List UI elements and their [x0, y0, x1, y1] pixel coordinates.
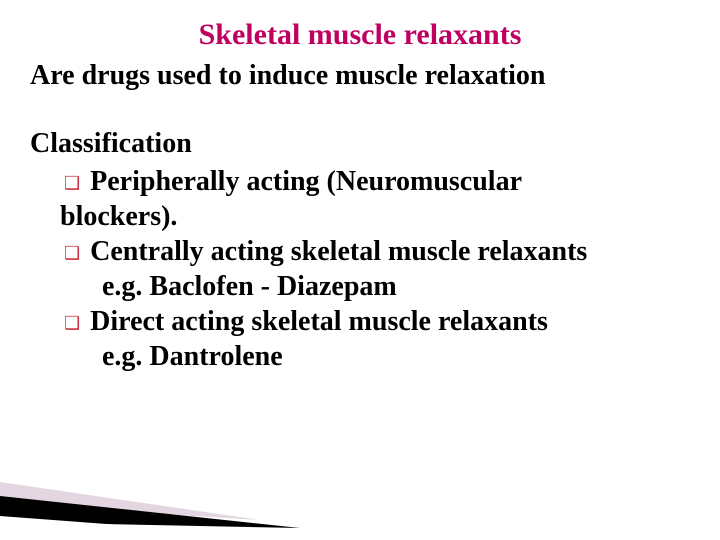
corner-decoration	[0, 470, 320, 540]
slide: Skeletal muscle relaxants Are drugs used…	[0, 0, 720, 540]
square-bullet-icon: ❑	[64, 312, 80, 335]
bullet-item: ❑ Peripherally acting (Neuromuscular	[30, 164, 690, 199]
bullet-text: Direct acting skeletal muscle relaxants	[90, 304, 548, 339]
bullet-list: ❑ Peripherally acting (Neuromuscularblock…	[30, 164, 690, 374]
section-heading: Classification	[30, 128, 690, 160]
bullet-item: ❑ Direct acting skeletal muscle relaxants	[30, 304, 690, 339]
bullet-example: e.g. Baclofen - Diazepam	[30, 269, 690, 304]
square-bullet-icon: ❑	[64, 172, 80, 195]
bullet-text: Peripherally acting (Neuromuscular	[90, 164, 522, 199]
bullet-example: e.g. Dantrolene	[30, 339, 690, 374]
square-bullet-icon: ❑	[64, 242, 80, 265]
slide-title: Skeletal muscle relaxants	[30, 18, 690, 52]
bullet-item: ❑ Centrally acting skeletal muscle relaxa…	[30, 234, 690, 269]
bullet-continuation: blockers).	[30, 199, 690, 234]
bullet-text: Centrally acting skeletal muscle relaxan…	[90, 234, 587, 269]
slide-subtitle: Are drugs used to induce muscle relaxati…	[30, 60, 690, 92]
